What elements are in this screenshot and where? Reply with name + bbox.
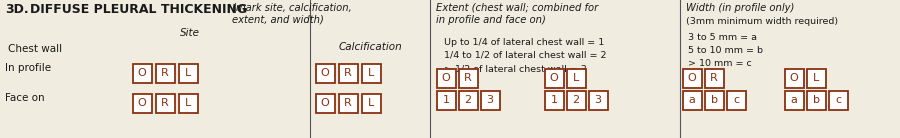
Text: R: R — [344, 68, 352, 78]
FancyBboxPatch shape — [682, 68, 701, 87]
Text: O: O — [138, 98, 147, 108]
FancyBboxPatch shape — [806, 91, 825, 109]
FancyBboxPatch shape — [544, 91, 563, 109]
FancyBboxPatch shape — [589, 91, 608, 109]
FancyBboxPatch shape — [726, 91, 745, 109]
Text: Chest wall: Chest wall — [8, 44, 62, 54]
Text: L: L — [368, 98, 374, 108]
FancyBboxPatch shape — [132, 63, 151, 83]
Text: 1: 1 — [443, 95, 449, 105]
Text: c: c — [733, 95, 739, 105]
FancyBboxPatch shape — [829, 91, 848, 109]
Text: Calcification: Calcification — [338, 42, 402, 52]
Text: (3mm minimum width required): (3mm minimum width required) — [686, 17, 838, 26]
Text: O: O — [688, 73, 697, 83]
Text: Face on: Face on — [5, 93, 45, 103]
FancyBboxPatch shape — [544, 68, 563, 87]
Text: R: R — [344, 98, 352, 108]
FancyBboxPatch shape — [458, 68, 478, 87]
Text: Width (in profile only): Width (in profile only) — [686, 3, 795, 13]
FancyBboxPatch shape — [436, 68, 455, 87]
FancyBboxPatch shape — [682, 91, 701, 109]
Text: R: R — [464, 73, 472, 83]
Text: L: L — [573, 73, 579, 83]
Text: > 1/2 of lateral chest wall = 3: > 1/2 of lateral chest wall = 3 — [444, 64, 587, 73]
Text: (mark site, calcification,
extent, and width): (mark site, calcification, extent, and w… — [232, 3, 352, 25]
Text: O: O — [442, 73, 450, 83]
FancyBboxPatch shape — [178, 94, 197, 112]
FancyBboxPatch shape — [436, 91, 455, 109]
Text: L: L — [184, 68, 191, 78]
Text: O: O — [789, 73, 798, 83]
FancyBboxPatch shape — [481, 91, 500, 109]
FancyBboxPatch shape — [705, 68, 724, 87]
FancyBboxPatch shape — [156, 94, 175, 112]
FancyBboxPatch shape — [338, 94, 357, 112]
Text: L: L — [368, 68, 374, 78]
FancyBboxPatch shape — [362, 94, 381, 112]
Text: b: b — [813, 95, 820, 105]
FancyBboxPatch shape — [338, 63, 357, 83]
Text: L: L — [184, 98, 191, 108]
Text: O: O — [550, 73, 558, 83]
FancyBboxPatch shape — [132, 94, 151, 112]
Text: 3 to 5 mm = a: 3 to 5 mm = a — [688, 33, 757, 42]
Text: 2: 2 — [464, 95, 472, 105]
Text: 3D.: 3D. — [5, 3, 29, 16]
Text: b: b — [710, 95, 717, 105]
Text: c: c — [835, 95, 842, 105]
FancyBboxPatch shape — [785, 68, 804, 87]
Text: a: a — [790, 95, 797, 105]
Text: O: O — [138, 68, 147, 78]
FancyBboxPatch shape — [156, 63, 175, 83]
Text: Extent (chest wall; combined for
in profile and face on): Extent (chest wall; combined for in prof… — [436, 3, 598, 25]
Text: 2: 2 — [572, 95, 580, 105]
Text: Site: Site — [180, 28, 200, 38]
Text: 5 to 10 mm = b: 5 to 10 mm = b — [688, 46, 763, 55]
Text: 1: 1 — [551, 95, 557, 105]
FancyBboxPatch shape — [362, 63, 381, 83]
Text: 1/4 to 1/2 of lateral chest wall = 2: 1/4 to 1/2 of lateral chest wall = 2 — [444, 51, 607, 60]
Text: R: R — [161, 68, 169, 78]
Text: Up to 1/4 of lateral chest wall = 1: Up to 1/4 of lateral chest wall = 1 — [444, 38, 604, 47]
Text: a: a — [688, 95, 696, 105]
Text: O: O — [320, 68, 329, 78]
FancyBboxPatch shape — [566, 91, 586, 109]
Text: O: O — [320, 98, 329, 108]
FancyBboxPatch shape — [785, 91, 804, 109]
FancyBboxPatch shape — [806, 68, 825, 87]
FancyBboxPatch shape — [705, 91, 724, 109]
Text: R: R — [710, 73, 718, 83]
Text: R: R — [161, 98, 169, 108]
Text: In profile: In profile — [5, 63, 51, 73]
Text: L: L — [813, 73, 819, 83]
FancyBboxPatch shape — [316, 63, 335, 83]
FancyBboxPatch shape — [316, 94, 335, 112]
Text: > 10 mm = c: > 10 mm = c — [688, 59, 752, 68]
Text: 3: 3 — [595, 95, 601, 105]
Text: 3: 3 — [487, 95, 493, 105]
FancyBboxPatch shape — [566, 68, 586, 87]
FancyBboxPatch shape — [458, 91, 478, 109]
Text: DIFFUSE PLEURAL THICKENING: DIFFUSE PLEURAL THICKENING — [30, 3, 248, 16]
FancyBboxPatch shape — [178, 63, 197, 83]
